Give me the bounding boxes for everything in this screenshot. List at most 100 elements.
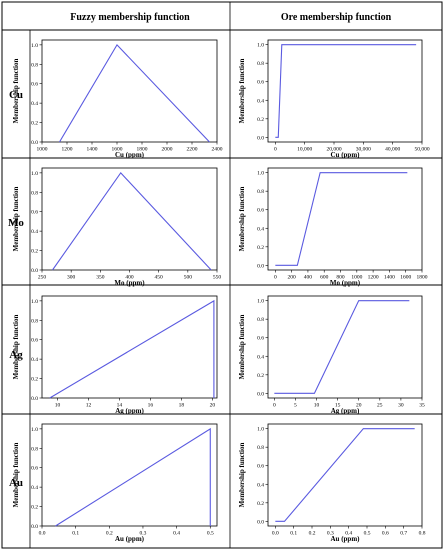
plot-frame <box>267 423 423 527</box>
y-tick-label: 0.0 <box>257 135 264 141</box>
y-tick-label: 0.8 <box>257 445 264 451</box>
y-tick-label: 0.8 <box>31 62 38 68</box>
x-tick-label: 0.5 <box>364 531 371 537</box>
y-tick-label: 0.6 <box>257 464 264 470</box>
x-axis-label: Mo (ppm) <box>330 279 361 287</box>
row-label-ag: Ag <box>9 349 23 361</box>
x-tick-label: 0.1 <box>290 531 297 537</box>
x-tick-label: 0.6 <box>382 531 389 537</box>
chart-ag-ore: 0 5 10 15 20 25 30 35 0.0 0.2 0.4 0.6 0.8 1.0 Ag (ppm)… <box>238 295 425 415</box>
header-fuzzy: Fuzzy membership function <box>70 12 190 23</box>
x-tick-label: 1400 <box>384 275 395 281</box>
x-tick-label: 12 <box>86 403 92 409</box>
y-tick-label: 1.0 <box>31 43 38 49</box>
x-tick-label: 0.3 <box>327 531 334 537</box>
chart-cu-fuzzy: 1000 1200 1400 1600 1800 2000 2200 2400 0.0 0.2 0.… <box>12 39 223 159</box>
x-tick-label: 25 <box>377 403 383 409</box>
x-tick-label: 40,000 <box>385 147 400 153</box>
y-tick-label: 0.4 <box>31 485 38 491</box>
x-tick-label: 20 <box>356 403 362 409</box>
x-tick-label: 600 <box>320 275 329 281</box>
x-tick-label: 5 <box>294 403 297 409</box>
y-axis-label: Membership function <box>12 443 20 508</box>
plot-frame <box>267 295 423 399</box>
x-axis-label: Au (ppm) <box>115 535 145 543</box>
chart-ag-fuzzy: 10 12 14 16 18 20 0.0 0.2 0.4 0.6 0.8 1.0 Ag (ppm) Me… <box>12 295 218 415</box>
y-tick-label: 0.2 <box>257 373 264 379</box>
x-tick-label: 0.4 <box>173 531 180 537</box>
chart-mo-ore: 0 200 400 600 800 1000 1200 1400 1600 1800 0.0 0.2 0… <box>238 167 428 287</box>
x-tick-label: 550 <box>213 275 222 281</box>
chart-mo-fuzzy: 250 300 350 400 450 500 550 0.0 0.2 0.4 0.6 0.8 1.0 M… <box>12 167 222 287</box>
x-axis-label: Cu (ppm) <box>115 151 145 159</box>
y-tick-label: 0.4 <box>257 226 264 232</box>
y-axis-label: Membership function <box>238 315 246 380</box>
x-tick-label: 1600 <box>112 147 123 153</box>
x-tick-label: 10 <box>55 403 61 409</box>
membership-line <box>275 428 415 522</box>
plot-frame <box>41 167 218 271</box>
x-tick-label: 1000 <box>351 275 362 281</box>
membership-line <box>274 300 410 394</box>
x-tick-label: 20 <box>210 403 216 409</box>
x-tick-label: 450 <box>155 275 164 281</box>
x-tick-label: 10,000 <box>297 147 312 153</box>
y-tick-label: 1.0 <box>31 171 38 177</box>
y-axis-label: Membership function <box>238 187 246 252</box>
x-tick-label: 0 <box>274 147 277 153</box>
y-axis-label: Membership function <box>12 315 20 380</box>
x-tick-label: 0.5 <box>207 531 214 537</box>
y-tick-label: 0.2 <box>31 377 38 383</box>
x-axis-label: Au (ppm) <box>331 535 361 543</box>
x-tick-label: 16 <box>148 403 154 409</box>
y-tick-label: 0.8 <box>257 189 264 195</box>
y-tick-label: 0.4 <box>31 357 38 363</box>
x-tick-label: 30,000 <box>356 147 371 153</box>
y-tick-label: 0.0 <box>31 268 38 274</box>
x-tick-label: 20,000 <box>326 147 341 153</box>
x-tick-label: 1800 <box>137 147 148 153</box>
y-tick-label: 0.0 <box>257 391 264 397</box>
y-tick-label: 1.0 <box>257 171 264 177</box>
x-tick-label: 300 <box>67 275 76 281</box>
x-tick-label: 50,000 <box>414 147 429 153</box>
y-tick-label: 0.2 <box>31 121 38 127</box>
plot-frame <box>41 423 218 527</box>
plot-frame <box>267 167 423 271</box>
x-tick-label: 1600 <box>400 275 411 281</box>
y-tick-label: 0.6 <box>257 336 264 342</box>
x-axis-label: Cu (ppm) <box>331 151 361 159</box>
x-tick-label: 0.4 <box>345 531 352 537</box>
y-tick-label: 0.8 <box>31 190 38 196</box>
x-tick-label: 18 <box>179 403 185 409</box>
x-tick-label: 0.2 <box>309 531 316 537</box>
x-tick-label: 400 <box>125 275 134 281</box>
y-tick-label: 0.6 <box>31 338 38 344</box>
row-label-mo: Mo <box>8 217 24 229</box>
y-tick-label: 0.4 <box>257 354 264 360</box>
y-tick-label: 0.4 <box>31 101 38 107</box>
y-tick-label: 0.6 <box>257 208 264 214</box>
y-tick-label: 0.8 <box>31 318 38 324</box>
chart-au-ore: 0.0 0.1 0.2 0.3 0.4 0.5 0.6 0.7 0.8 0.0 0.2 0.4 0.6 0… <box>238 423 426 543</box>
membership-line <box>59 43 210 143</box>
x-axis-label: Ag (ppm) <box>331 407 360 415</box>
x-tick-label: 15 <box>335 403 341 409</box>
y-tick-label: 0.6 <box>31 82 38 88</box>
y-tick-label: 0.6 <box>31 210 38 216</box>
y-axis-label: Membership function <box>12 59 20 124</box>
y-tick-label: 0.0 <box>257 519 264 525</box>
x-axis-label: Ag (ppm) <box>115 407 144 415</box>
x-tick-label: 2400 <box>212 147 223 153</box>
membership-line <box>49 299 215 399</box>
membership-line <box>52 171 212 271</box>
y-tick-label: 0.2 <box>257 501 264 507</box>
x-tick-label: 500 <box>184 275 193 281</box>
x-tick-label: 14 <box>117 403 123 409</box>
membership-line <box>275 44 417 138</box>
x-tick-label: 30 <box>398 403 404 409</box>
x-tick-label: 200 <box>288 275 297 281</box>
x-tick-label: 1200 <box>62 147 73 153</box>
y-axis-label: Membership function <box>238 443 246 508</box>
